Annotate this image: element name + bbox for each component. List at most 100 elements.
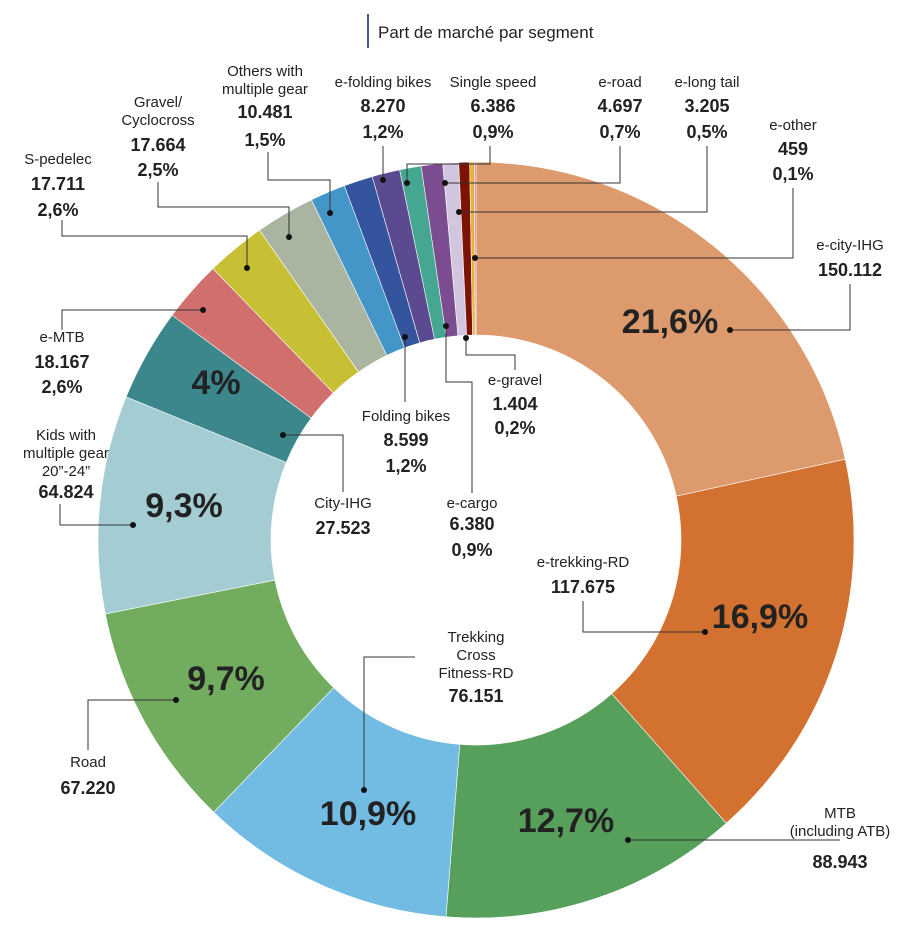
- label-name-kids-with-multiple-gear-20-24: Kids with multiple gear 20”-24”: [23, 427, 109, 480]
- label-name-e-long-tail: e-long tail: [674, 74, 739, 91]
- label-name-e-cargo: e-cargo: [447, 495, 498, 512]
- label-name-gravel-cyclocross: Gravel/Cyclocross: [121, 94, 194, 129]
- label-name-road: Road: [70, 754, 106, 771]
- label-name-s-pedelec: S-pedelec: [24, 151, 92, 168]
- leader-single-speed: [406, 146, 491, 183]
- label-name-e-city-ihg: e-city-IHG: [816, 237, 884, 254]
- slice-e-other: [474, 161, 477, 336]
- leader-road: [87, 699, 176, 750]
- label-name-e-folding-bikes: e-folding bikes: [335, 74, 432, 91]
- slice-mtb-including-atb: [445, 693, 727, 919]
- leader-e-cargo: [445, 326, 473, 493]
- leader-lines: [59, 146, 851, 843]
- label-value-e-other: 459: [778, 139, 808, 159]
- leader-city-ihg: [283, 434, 344, 492]
- leader-dot-s-pedelec: [244, 265, 250, 271]
- leader-dot-gravel-cyclocross: [286, 234, 292, 240]
- label-value-gravel-cyclocross: 17.664: [130, 135, 185, 155]
- leader-dot-others-with-multiple-gear: [327, 210, 333, 216]
- label-value-e-mtb: 18.167: [34, 352, 89, 372]
- label-value-e-folding-bikes: 8.270: [360, 96, 405, 116]
- label-pct-trekking-cross-fitness-rd: 10,9%: [320, 795, 416, 833]
- label-value-road: 67.220: [60, 778, 115, 798]
- leader-dot-kids-with-multiple-gear-20-24: [130, 522, 136, 528]
- leader-e-trekking-rd: [582, 601, 705, 633]
- leader-dot-e-folding-bikes: [380, 177, 386, 183]
- leader-e-road: [445, 146, 621, 184]
- label-pct-single-speed: 0,9%: [472, 122, 513, 142]
- label-pct-folding-bikes: 1,2%: [385, 456, 426, 476]
- leader-e-mtb: [61, 309, 203, 330]
- label-name-e-trekking-rd: e-trekking-RD: [537, 554, 630, 571]
- leader-trekking-cross-fitness-rd: [363, 656, 415, 790]
- label-pct-others-with-multiple-gear: 1,5%: [244, 130, 285, 150]
- leader-dot-trekking-cross-fitness-rd: [361, 787, 367, 793]
- leader-dot-e-cargo: [443, 323, 449, 329]
- leader-dot-single-speed: [404, 180, 410, 186]
- label-pct-e-trekking-rd: 16,9%: [712, 598, 808, 636]
- label-name-mtb-including-atb: MTB (including ATB): [790, 805, 891, 840]
- leader-e-gravel: [465, 338, 516, 370]
- label-pct-gravel-cyclocross: 2,5%: [137, 160, 178, 180]
- label-name-others-with-multiple-gear: Others with multiple gear: [222, 63, 308, 98]
- chart-title: Part de marché par segment: [367, 14, 594, 48]
- label-pct-mtb-including-atb: 12,7%: [518, 802, 614, 840]
- leader-s-pedelec: [61, 220, 248, 268]
- leader-dot-mtb-including-atb: [625, 837, 631, 843]
- leader-e-city-ihg: [730, 284, 851, 331]
- label-value-e-road: 4.697: [597, 96, 642, 116]
- leader-gravel-cyclocross: [157, 182, 290, 237]
- label-pct-e-mtb: 2,6%: [41, 377, 82, 397]
- label-name-trekking-cross-fitness-rd: Trekking Cross Fitness-RD: [438, 629, 513, 682]
- label-name-e-road: e-road: [598, 74, 641, 91]
- label-value-s-pedelec: 17.711: [31, 174, 85, 194]
- label-value-trekking-cross-fitness-rd: 76.151: [448, 686, 503, 706]
- label-value-single-speed: 6.386: [470, 96, 515, 116]
- donut-slices: [97, 161, 855, 919]
- leader-e-other: [475, 188, 794, 259]
- label-pct-e-road: 0,7%: [599, 122, 640, 142]
- title-bar-marker: [367, 14, 369, 48]
- chart-title-text: Part de marché par segment: [378, 23, 594, 42]
- label-value-kids-with-multiple-gear-20-24: 64.824: [38, 482, 93, 502]
- leader-dot-e-other: [472, 255, 478, 261]
- leader-dot-e-mtb: [200, 307, 206, 313]
- label-pct-s-pedelec: 2,6%: [37, 200, 78, 220]
- leader-dot-city-ihg: [280, 432, 286, 438]
- label-pct-e-cargo: 0,9%: [451, 540, 492, 560]
- label-value-e-city-ihg: 150.112: [818, 260, 882, 280]
- leader-kids-with-multiple-gear-20-24: [59, 504, 133, 526]
- leader-dot-e-gravel: [463, 335, 469, 341]
- label-value-folding-bikes: 8.599: [383, 430, 428, 450]
- leader-dot-e-trekking-rd: [702, 629, 708, 635]
- label-name-city-ihg: City-IHG: [314, 495, 372, 512]
- label-pct-e-other: 0,1%: [772, 164, 813, 184]
- label-pct-e-long-tail: 0,5%: [686, 122, 727, 142]
- leader-dot-e-road: [442, 180, 448, 186]
- label-pct-e-folding-bikes: 1,2%: [362, 122, 403, 142]
- slice-e-city-ihg: [475, 161, 846, 497]
- slice-trekking-cross-fitness-rd: [213, 687, 461, 918]
- label-name-single-speed: Single speed: [450, 74, 537, 91]
- label-value-e-trekking-rd: 117.675: [551, 577, 615, 597]
- leader-dot-e-long-tail: [456, 209, 462, 215]
- label-name-e-other: e-other: [769, 117, 817, 134]
- leader-others-with-multiple-gear: [267, 152, 331, 213]
- label-pct-e-city-ihg: 21,6%: [622, 303, 718, 341]
- label-value-e-long-tail: 3.205: [684, 96, 729, 116]
- label-pct-city-ihg: 4%: [191, 364, 240, 402]
- slice-e-trekking-rd: [611, 458, 855, 824]
- label-pct-kids-with-multiple-gear-20-24: 9,3%: [145, 487, 223, 525]
- label-name-e-mtb: e-MTB: [40, 329, 85, 346]
- label-name-e-gravel: e-gravel: [488, 372, 542, 389]
- leader-dot-road: [173, 697, 179, 703]
- label-pct-e-gravel: 0,2%: [494, 418, 535, 438]
- label-name-folding-bikes: Folding bikes: [362, 408, 450, 425]
- label-value-mtb-including-atb: 88.943: [812, 852, 867, 872]
- label-value-others-with-multiple-gear: 10.481: [237, 102, 292, 122]
- leader-dot-folding-bikes: [402, 334, 408, 340]
- leader-dot-e-city-ihg: [727, 327, 733, 333]
- leader-e-long-tail: [459, 146, 708, 213]
- slice-labels: e-city-IHG 150.112 21,6% e-trekking-RD 117.6…: [23, 63, 890, 872]
